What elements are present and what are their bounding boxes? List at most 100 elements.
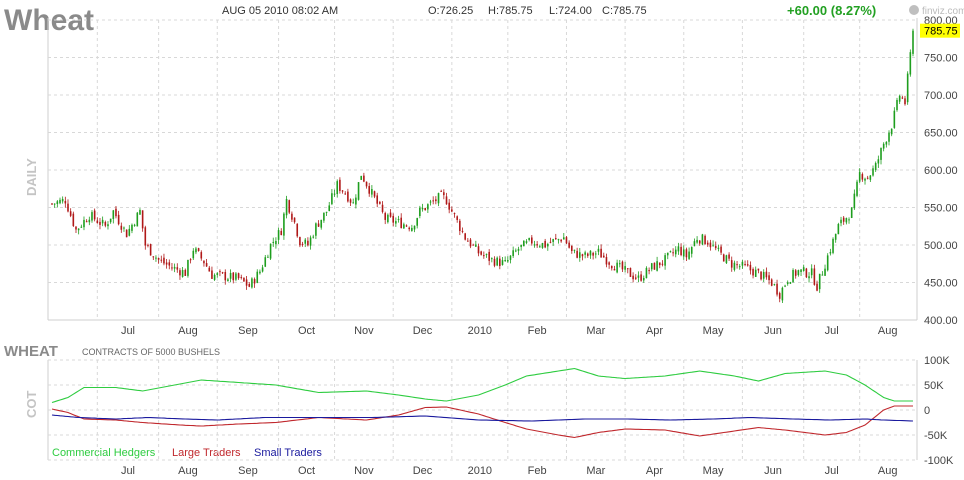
- candle: [880, 147, 882, 165]
- candle: [259, 269, 261, 275]
- candle: [616, 259, 618, 274]
- candle: [339, 177, 341, 194]
- candle: [408, 226, 410, 232]
- candle: [224, 269, 227, 285]
- candle: [800, 269, 802, 276]
- candle: [112, 209, 115, 224]
- candle: [539, 244, 541, 248]
- candle: [888, 130, 890, 146]
- candle: [144, 225, 147, 250]
- candle: [400, 213, 403, 229]
- candle: [69, 208, 72, 218]
- candle: [725, 254, 728, 265]
- candlestick-series: [51, 28, 914, 303]
- candle: [141, 210, 144, 232]
- candle: [864, 177, 866, 185]
- candle: [309, 235, 312, 250]
- candle: [589, 250, 592, 259]
- candle: [165, 258, 168, 269]
- candle: [840, 216, 842, 227]
- watermark-text: finviz.com: [922, 6, 964, 17]
- candle: [656, 256, 658, 272]
- candle: [483, 251, 485, 259]
- cot-x-tick-label: Apr: [646, 465, 663, 477]
- candle: [730, 256, 733, 272]
- candle: [184, 268, 187, 276]
- candle: [850, 207, 853, 219]
- price-y-tick-label: 600.00: [924, 165, 958, 177]
- candle: [331, 189, 333, 206]
- price-x-tick-label: Jul: [825, 325, 839, 337]
- price-x-tick-label: Oct: [298, 325, 315, 337]
- candle: [602, 252, 605, 258]
- candle: [203, 260, 205, 267]
- price-x-tick-label: Dec: [413, 325, 433, 337]
- candle: [120, 222, 123, 233]
- candle: [853, 189, 856, 210]
- candle: [200, 250, 203, 261]
- candle: [515, 248, 517, 253]
- candle: [181, 266, 184, 278]
- candle: [61, 196, 64, 204]
- candle: [411, 224, 413, 232]
- candle: [728, 252, 730, 262]
- candle: [525, 239, 528, 245]
- candle: [704, 234, 706, 245]
- candle: [789, 281, 792, 284]
- candle: [83, 216, 85, 231]
- candle: [901, 95, 904, 100]
- candle: [597, 245, 600, 256]
- candle: [443, 189, 445, 200]
- candle: [781, 286, 784, 303]
- candle: [576, 247, 578, 259]
- candle: [53, 203, 56, 208]
- candle: [197, 247, 200, 252]
- candle: [235, 271, 237, 282]
- candle: [147, 243, 149, 248]
- candle: [357, 182, 360, 201]
- candle: [485, 253, 488, 258]
- candle: [669, 250, 672, 253]
- candle: [267, 254, 269, 258]
- candle: [890, 128, 893, 137]
- candle: [253, 277, 256, 288]
- cot-x-tick-label: Jul: [825, 465, 839, 477]
- candle: [472, 243, 474, 246]
- candle: [227, 277, 229, 282]
- candle: [104, 220, 107, 228]
- candle: [424, 207, 426, 211]
- candle: [80, 224, 83, 228]
- candle: [653, 262, 656, 270]
- change-label: +60.00 (8.27%): [787, 3, 876, 18]
- candle: [562, 233, 565, 240]
- candle: [211, 266, 213, 280]
- candle: [709, 239, 712, 251]
- candle: [749, 261, 752, 275]
- candle: [488, 249, 490, 266]
- candle: [786, 280, 789, 286]
- cot-panel-subtitle: CONTRACTS OF 5000 BUSHELS: [82, 347, 220, 357]
- low-label: L:724.00: [549, 5, 592, 17]
- candle: [578, 247, 581, 262]
- candle: [573, 249, 576, 254]
- candle: [680, 243, 682, 257]
- candle: [93, 208, 96, 222]
- candle: [75, 226, 77, 233]
- cot-x-tick-label: Jun: [764, 465, 782, 477]
- cot-x-tick-label: 2010: [468, 465, 492, 477]
- candle: [416, 217, 418, 229]
- candle: [818, 273, 821, 293]
- candle: [829, 248, 832, 256]
- candle: [301, 241, 304, 247]
- candle: [618, 259, 621, 268]
- price-x-tick-label: Aug: [178, 325, 198, 337]
- candle: [720, 244, 722, 255]
- candle: [712, 240, 714, 247]
- last-price-tag: 785.75: [920, 23, 960, 38]
- candle: [613, 265, 616, 271]
- candle: [213, 273, 216, 281]
- candle: [403, 222, 405, 229]
- candle: [328, 201, 331, 212]
- candle: [149, 243, 152, 256]
